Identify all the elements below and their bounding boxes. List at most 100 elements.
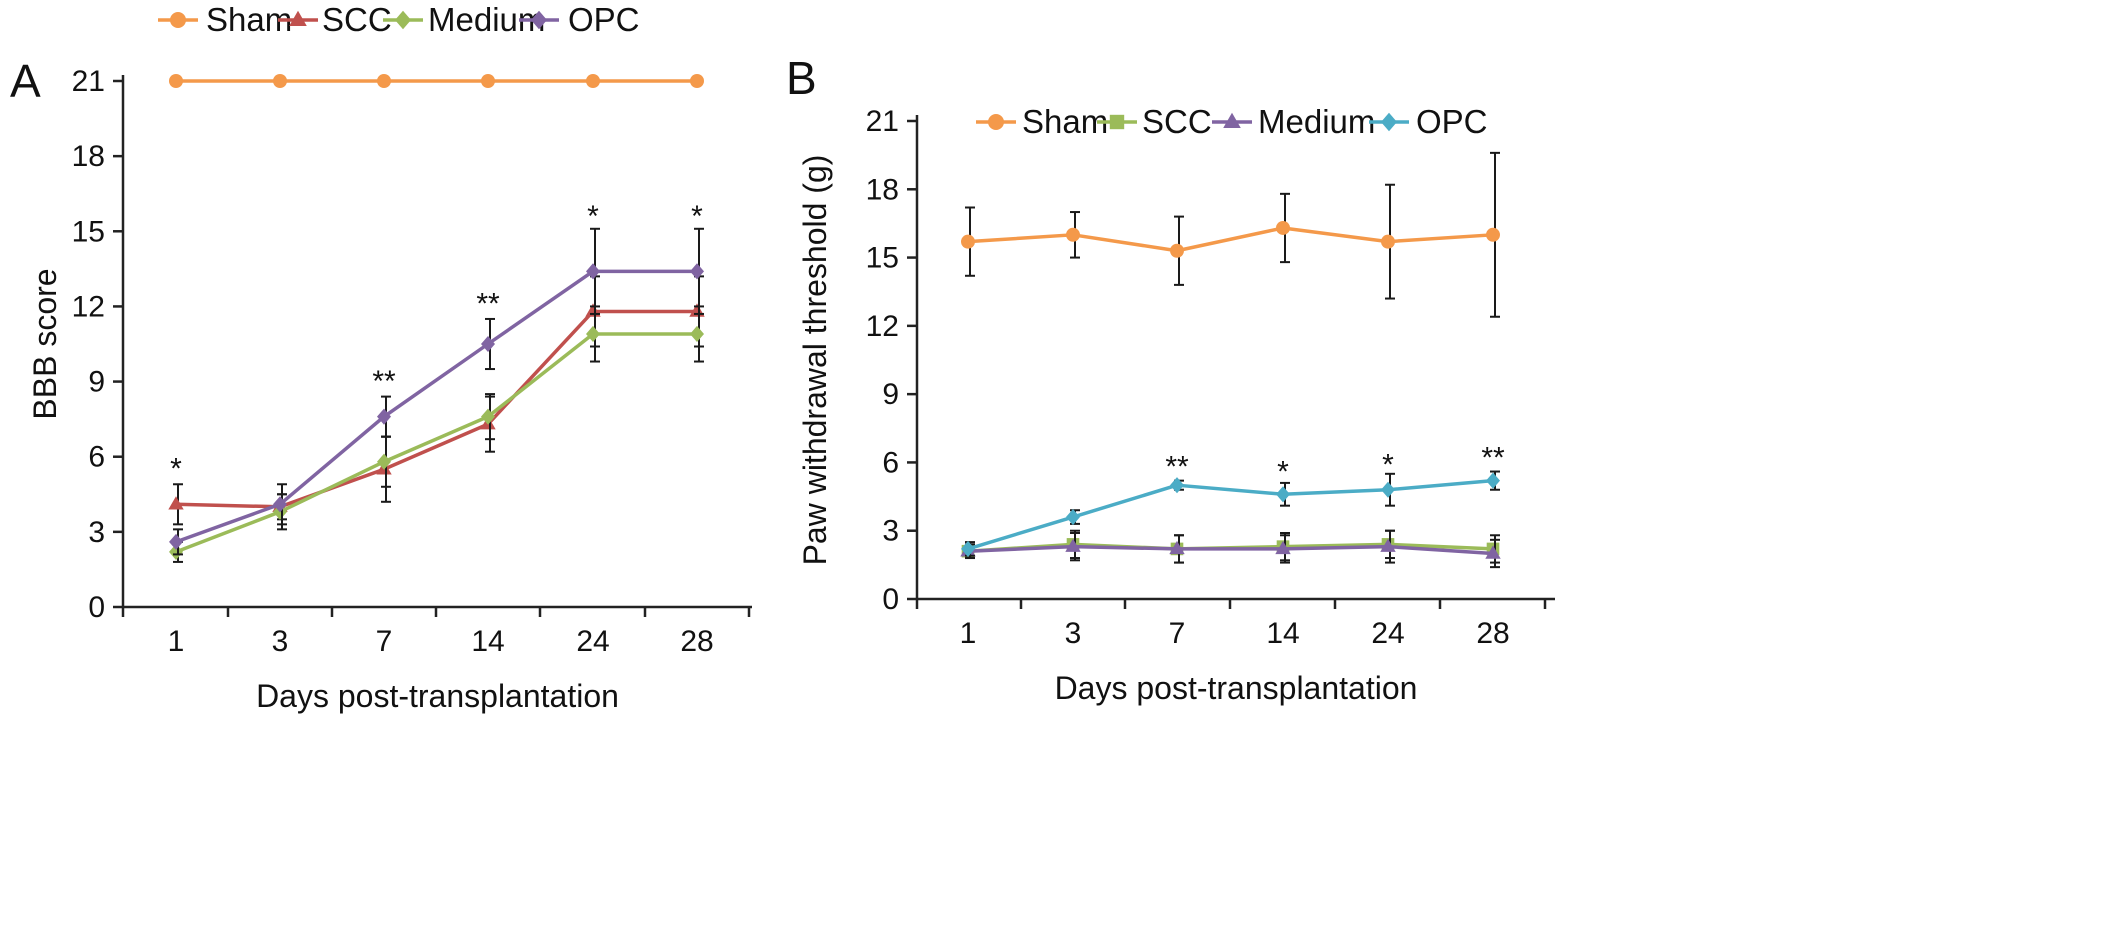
legend-marker-b-scc	[1109, 114, 1125, 130]
panel-letter-b: B	[786, 52, 817, 104]
series-b-sham	[961, 151, 1500, 318]
significance-b-24: *	[1382, 448, 1394, 481]
legend-label-b-sham: Sham	[1022, 103, 1108, 140]
panel-a: A 0 3 6 9 12 15 18 21 1 3 7 14 24 28 Days post-transpla…	[10, 1, 752, 714]
legend-item-b-scc: SCC	[1097, 103, 1212, 140]
legend-item-a-sham: Sham	[158, 1, 292, 38]
point-b-opc-7	[1170, 477, 1184, 494]
point-b-opc-3	[1066, 509, 1080, 526]
significance-b-14: *	[1277, 455, 1289, 488]
legend-label-b-scc: SCC	[1142, 103, 1212, 140]
point-a-opc-24	[586, 263, 600, 280]
x-tick-label-a-24: 24	[576, 625, 609, 658]
point-b-medium-14	[1275, 540, 1291, 555]
x-tick-label-b-3: 3	[1065, 617, 1082, 650]
point-a-medium-7	[377, 453, 391, 470]
series-a-scc	[168, 275, 705, 526]
point-b-sham-14	[1276, 220, 1290, 235]
legend-label-a-sham: Sham	[206, 1, 292, 38]
y-tick-label-a-12: 12	[72, 290, 105, 323]
point-b-sham-7	[1170, 243, 1184, 258]
x-tick-label-b-1: 1	[960, 617, 977, 650]
point-a-scc-1	[168, 496, 184, 510]
x-tick-label-a-28: 28	[680, 625, 713, 658]
x-tick-label-b-7: 7	[1169, 617, 1186, 650]
legend-label-b-medium: Medium	[1258, 103, 1375, 140]
legend-b: Sham SCC Medium OPC	[976, 103, 1488, 140]
panel-b: B 0 3 6 9 12 15 18 21 1 3 7 14 24 28 Days post-transpla…	[786, 52, 1555, 706]
y-tick-label-b-12: 12	[866, 310, 899, 343]
point-b-medium-7	[1169, 540, 1185, 555]
series-line-b-opc	[967, 478, 1494, 551]
y-tick-label-b-18: 18	[866, 173, 899, 206]
legend-item-b-medium: Medium	[1212, 103, 1375, 140]
series-b-opc	[961, 470, 1500, 557]
x-tick-label-a-7: 7	[376, 625, 393, 658]
panel-letter-a: A	[10, 55, 41, 107]
legend-marker-b-opc	[1381, 112, 1397, 132]
point-a-medium-14	[481, 408, 495, 425]
point-a-sham-7	[377, 74, 391, 88]
legend-marker-b-sham	[988, 114, 1004, 130]
y-tick-label-a-18: 18	[72, 140, 105, 173]
series-a-opc	[169, 227, 704, 556]
x-tick-label-a-3: 3	[272, 625, 289, 658]
legend-marker-a-scc	[289, 10, 307, 26]
point-a-sham-24	[586, 74, 600, 88]
point-a-opc-3	[273, 496, 287, 513]
legend-a: Sham SCC Medium OPC	[158, 1, 640, 38]
y-tick-label-b-3: 3	[882, 515, 899, 548]
series-line-a-scc	[175, 309, 697, 509]
x-tick-label-b-24: 24	[1371, 617, 1404, 650]
point-a-medium-1	[169, 543, 183, 560]
point-a-sham-28	[690, 74, 704, 88]
y-tick-label-a-6: 6	[88, 441, 105, 474]
y-axis-title-a: BBB score	[27, 268, 63, 419]
series-a-sham	[169, 74, 704, 88]
y-tick-label-a-3: 3	[88, 516, 105, 549]
significance-a-1: *	[170, 453, 182, 486]
point-b-opc-1	[961, 540, 975, 557]
point-a-opc-28	[690, 263, 704, 280]
point-b-sham-28	[1486, 227, 1500, 242]
point-a-opc-7	[377, 408, 391, 425]
point-a-opc-14	[481, 335, 495, 353]
legend-label-b-opc: OPC	[1416, 103, 1488, 140]
significance-a-24: *	[587, 200, 599, 233]
y-tick-label-a-0: 0	[88, 591, 105, 624]
point-b-sham-1	[961, 234, 975, 249]
significance-a-7: **	[372, 365, 396, 398]
point-b-medium-24	[1380, 538, 1396, 552]
series-line-b-medium	[967, 544, 1494, 556]
y-tick-label-b-9: 9	[882, 378, 899, 411]
y-tick-label-a-9: 9	[88, 366, 105, 399]
y-tick-label-b-0: 0	[882, 583, 899, 616]
y-tick-label-a-15: 15	[72, 215, 105, 248]
point-b-medium-28	[1485, 545, 1501, 559]
y-tick-label-b-21: 21	[866, 105, 899, 138]
point-b-medium-3	[1065, 538, 1081, 552]
y-tick-label-b-15: 15	[866, 242, 899, 275]
point-b-sham-24	[1381, 234, 1395, 249]
point-a-medium-28	[690, 325, 704, 343]
series-line-b-sham	[967, 226, 1494, 253]
point-a-medium-24	[586, 325, 600, 343]
legend-item-a-opc: OPC	[519, 1, 640, 38]
x-tick-label-a-1: 1	[168, 625, 185, 658]
legend-marker-a-sham	[170, 12, 186, 28]
y-axis-title-b: Paw withdrawal threshold (g)	[797, 155, 833, 566]
x-axis-title-b: Days post-transplantation	[1055, 670, 1418, 706]
legend-item-a-scc: SCC	[278, 1, 392, 38]
significance-a-14: **	[476, 287, 500, 320]
significance-a-28: *	[691, 200, 703, 233]
legend-item-b-opc: OPC	[1369, 103, 1488, 140]
point-b-opc-14	[1276, 486, 1290, 503]
y-tick-label-b-6: 6	[882, 446, 899, 479]
x-axis-title-a: Days post-transplantation	[256, 678, 619, 714]
point-a-sham-14	[481, 74, 495, 88]
point-a-sham-3	[273, 74, 287, 88]
legend-marker-a-medium	[395, 10, 411, 30]
series-a-medium	[169, 305, 704, 563]
significance-b-28: **	[1481, 442, 1505, 475]
